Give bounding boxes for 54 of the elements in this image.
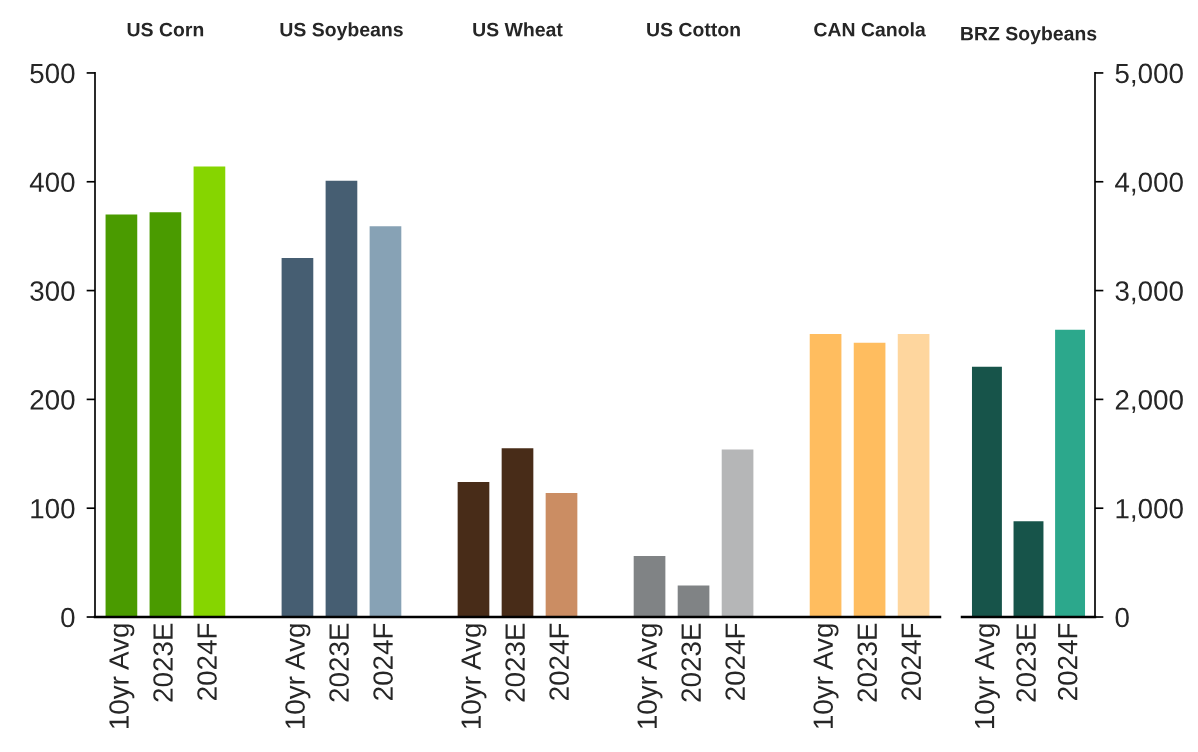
x-tick-label: 2024F	[725, 623, 746, 700]
bar	[853, 342, 886, 618]
bar	[281, 257, 314, 618]
x-tick-label: 10yr Avg	[461, 624, 487, 729]
y2-tick-label: 0	[1115, 607, 1129, 628]
bar	[809, 334, 842, 618]
bar	[545, 492, 578, 618]
x-tick-label: 2024F	[373, 623, 393, 700]
text: US Corn	[127, 22, 204, 37]
y-tick-label: 500	[30, 63, 75, 84]
x-tick-label: 2023E	[857, 623, 878, 702]
y2-tick-label: 2,000	[1115, 390, 1183, 414]
y-tick-label: 0	[61, 607, 75, 628]
bar	[501, 448, 534, 618]
bar	[105, 214, 138, 618]
x-tick-label: 10yr Avg	[109, 624, 135, 729]
x-tick-label: 10yr Avg	[285, 624, 311, 729]
bar	[1013, 521, 1044, 618]
y-tick-label: 300	[30, 281, 75, 301]
x-tick-label: 2024F	[549, 623, 569, 700]
y2-tick-label: 5,000	[1115, 63, 1183, 87]
bar	[1055, 329, 1086, 618]
y-tick-label: 200	[30, 390, 75, 410]
y2-tick-label: 1,000	[1116, 498, 1183, 522]
bar	[193, 166, 226, 618]
y2-tick-label: 3,000	[1115, 281, 1183, 305]
text: US Soybeans	[280, 22, 403, 41]
x-tick-label: 2024F	[197, 623, 217, 700]
bar	[149, 212, 182, 618]
bar	[971, 366, 1002, 618]
text: US Wheat	[473, 22, 563, 37]
bar	[897, 334, 930, 618]
bar	[325, 180, 358, 618]
bar	[721, 449, 754, 618]
bar	[633, 556, 666, 618]
x-tick-label: 10yr Avg	[974, 624, 1000, 729]
y2-tick-label: 4,000	[1115, 172, 1183, 196]
text: CAN Canola	[814, 22, 926, 37]
x-tick-label: 2023E	[153, 623, 173, 702]
x-tick-label: 10yr Avg	[813, 624, 839, 729]
x-tick-label: 2024F	[1057, 623, 1078, 700]
x-tick-label: 2023E	[505, 623, 525, 702]
x-tick-label: 2023E	[681, 623, 701, 702]
chart-title: BRZ Soybeans	[961, 26, 1097, 45]
bar	[457, 482, 490, 618]
bar	[369, 226, 402, 618]
bar	[677, 585, 710, 618]
x-tick-label: 2023E	[1016, 623, 1036, 702]
y-tick-label: 400	[29, 172, 75, 193]
y-tick-label: 100	[31, 498, 75, 519]
x-tick-label: 2024F	[901, 623, 922, 700]
text: US Cotton	[647, 22, 740, 37]
x-tick-label: 2023E	[329, 623, 349, 702]
x-tick-label: 10yr Avg	[637, 624, 663, 729]
